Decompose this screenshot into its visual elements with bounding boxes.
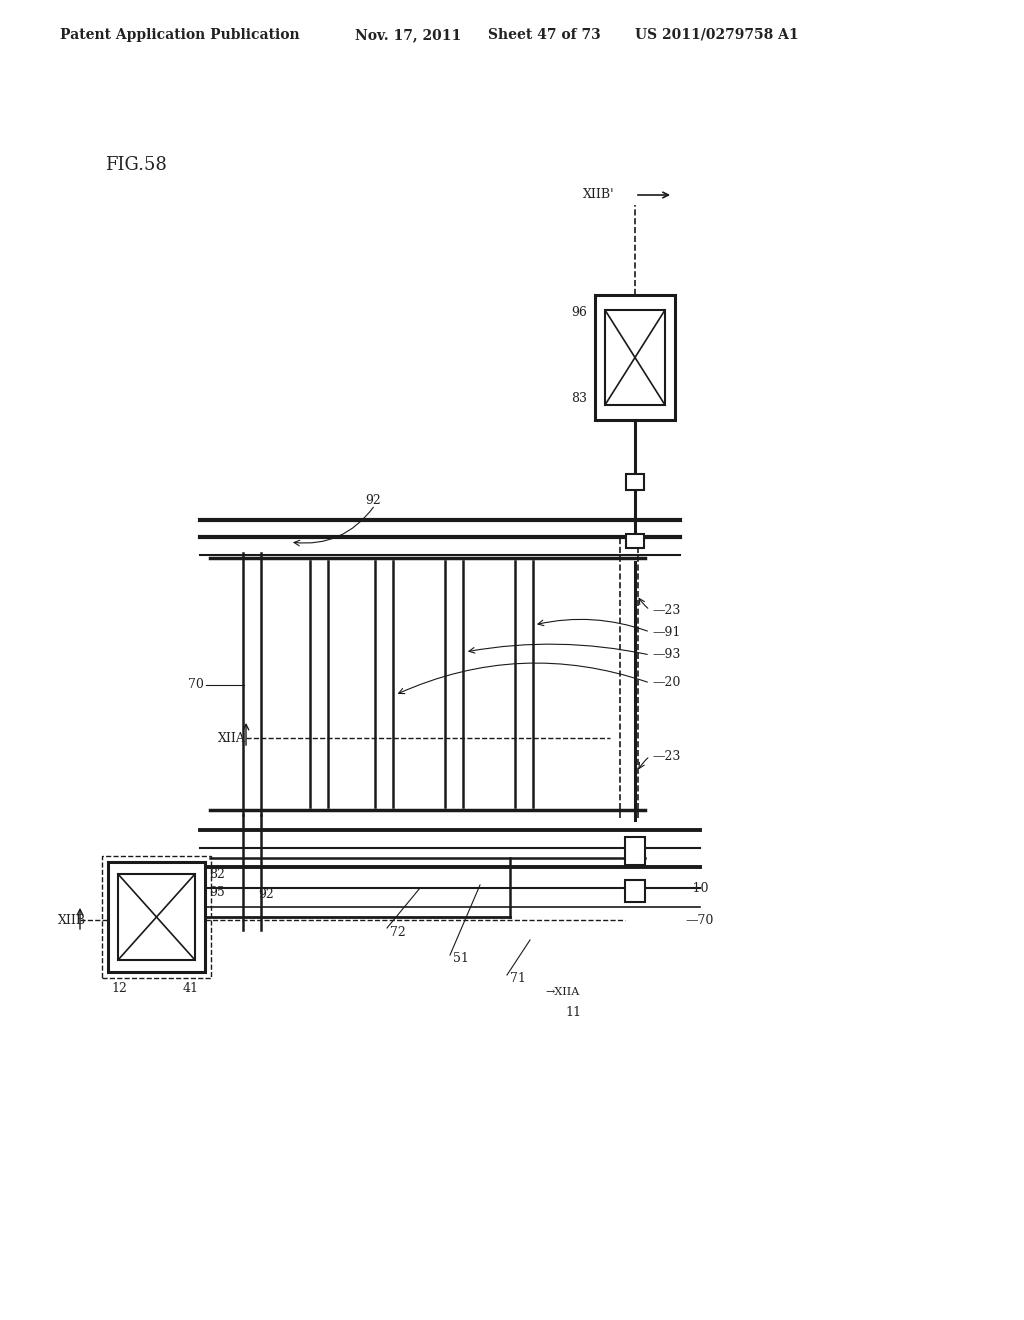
Text: 96: 96 <box>571 306 587 319</box>
Bar <box>626 535 644 548</box>
Bar <box>118 874 195 960</box>
Bar <box>595 294 675 420</box>
Text: 83: 83 <box>571 392 587 404</box>
Text: 92: 92 <box>258 888 273 902</box>
Bar <box>625 837 645 865</box>
Text: 41: 41 <box>183 982 199 994</box>
Text: —91: —91 <box>652 626 680 639</box>
Text: 95: 95 <box>209 886 224 899</box>
Bar <box>625 880 645 902</box>
Text: Patent Application Publication: Patent Application Publication <box>60 28 300 42</box>
Bar <box>626 474 644 490</box>
Bar <box>108 862 205 972</box>
Text: 82: 82 <box>209 867 225 880</box>
Text: 72: 72 <box>390 925 406 939</box>
Text: 11: 11 <box>565 1006 581 1019</box>
Bar <box>102 855 211 978</box>
Text: —70: —70 <box>685 913 714 927</box>
Text: Nov. 17, 2011: Nov. 17, 2011 <box>355 28 461 42</box>
Text: —20: —20 <box>652 676 680 689</box>
Text: 92: 92 <box>365 494 381 507</box>
Text: XIIB: XIIB <box>58 913 86 927</box>
Text: —23: —23 <box>652 750 680 763</box>
Text: —10: —10 <box>680 882 709 895</box>
Text: XIIA: XIIA <box>218 731 246 744</box>
Text: —93: —93 <box>652 648 680 661</box>
Bar <box>605 310 665 405</box>
Text: Sheet 47 of 73: Sheet 47 of 73 <box>488 28 601 42</box>
Text: 70: 70 <box>188 678 204 692</box>
Text: 51: 51 <box>453 952 469 965</box>
Text: FIG.58: FIG.58 <box>105 156 167 174</box>
Text: →XIIA: →XIIA <box>545 987 580 997</box>
Text: 12: 12 <box>111 982 127 994</box>
Text: —23: —23 <box>652 603 680 616</box>
Text: XIIB': XIIB' <box>583 189 614 202</box>
Text: 71: 71 <box>510 972 526 985</box>
Text: US 2011/0279758 A1: US 2011/0279758 A1 <box>635 28 799 42</box>
